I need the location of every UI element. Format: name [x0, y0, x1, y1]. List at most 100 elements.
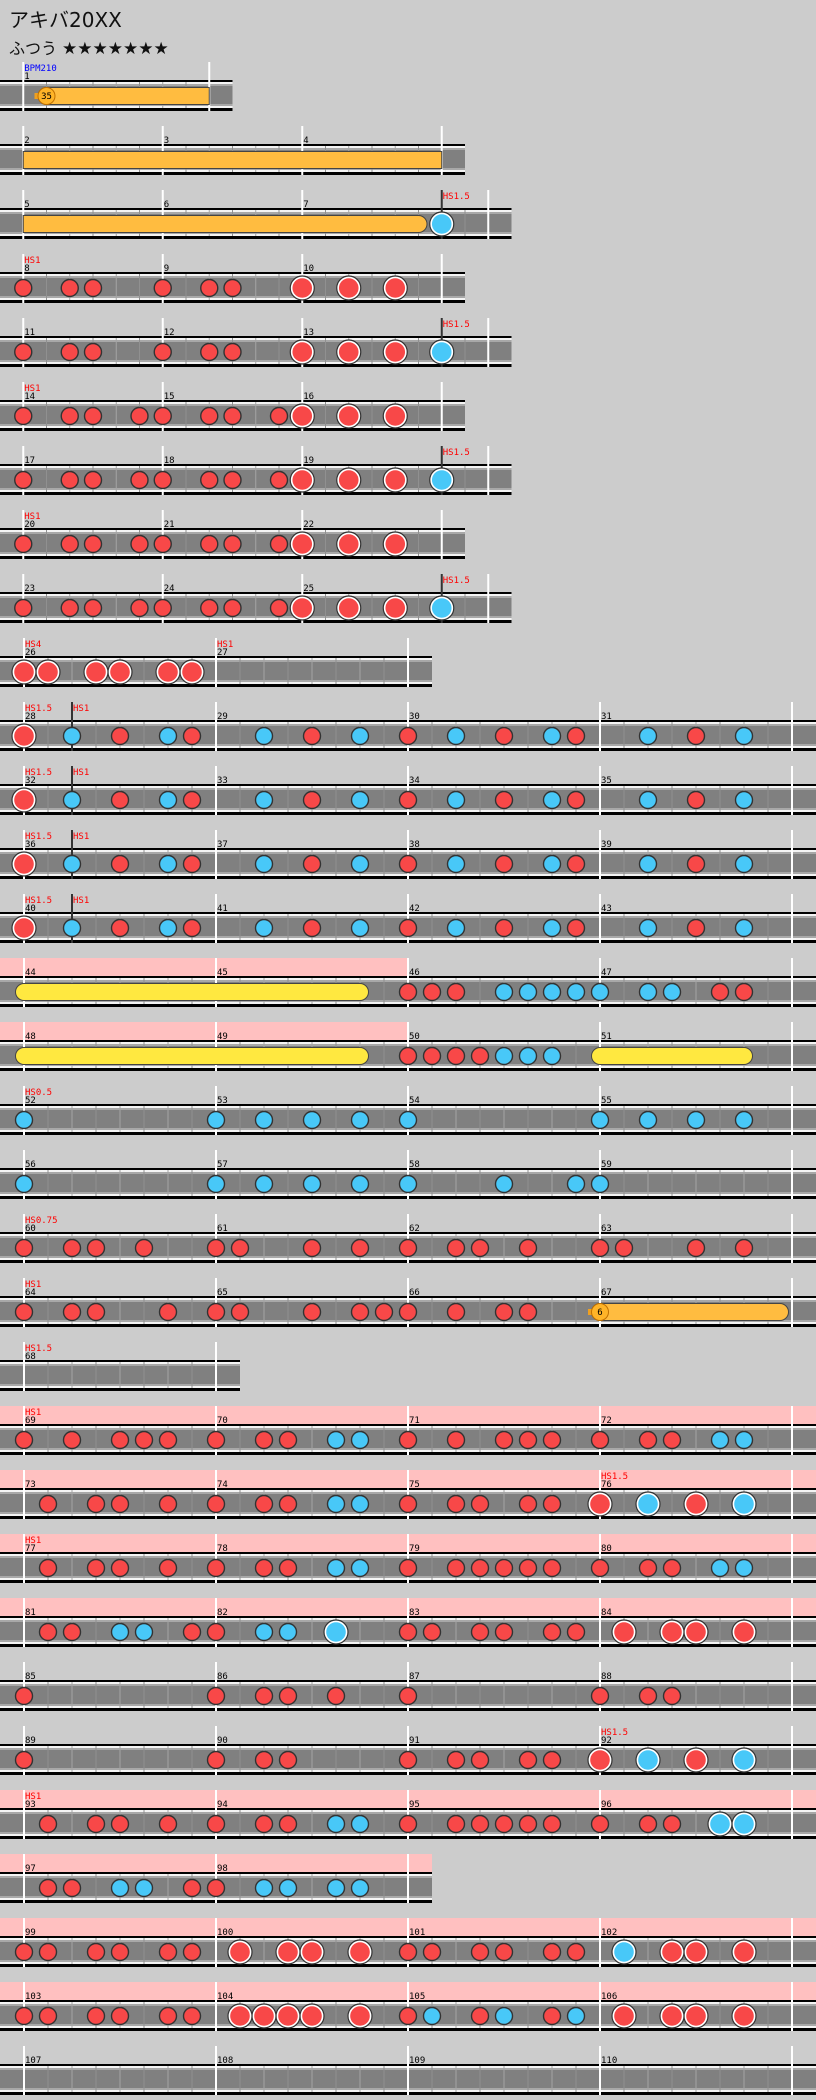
don-note	[110, 918, 130, 938]
barline	[23, 1278, 25, 1327]
beat-line	[239, 1426, 241, 1452]
ka-note	[734, 726, 754, 746]
barline	[23, 1406, 25, 1455]
beat-line	[335, 1106, 337, 1132]
big-ka-note-face	[734, 1494, 754, 1514]
don-note	[518, 1558, 538, 1578]
don-note	[38, 2006, 58, 2026]
ka-note	[590, 1174, 610, 1194]
don-note	[686, 918, 706, 938]
don-note	[422, 1942, 442, 1962]
measure-number: 64	[25, 1288, 36, 1298]
barline	[599, 1534, 601, 1583]
big-don-note-face	[292, 534, 313, 554]
beat-line	[431, 1234, 433, 1260]
don-note	[223, 470, 242, 490]
measure-number: 39	[601, 840, 612, 850]
big-don-note-face	[292, 598, 313, 618]
scroll-speed-label: HS1.5	[25, 704, 52, 714]
barline	[215, 1982, 217, 2031]
scroll-speed-label: HS1	[217, 640, 233, 650]
beat-line	[239, 1874, 241, 1900]
barline	[161, 254, 164, 303]
beat-line	[143, 1938, 145, 1964]
don-note	[14, 1750, 34, 1770]
big-ka-note-face	[431, 470, 452, 490]
don-note	[686, 1238, 706, 1258]
don-note	[14, 534, 33, 554]
measure-number: 11	[24, 328, 35, 338]
beat-line	[95, 1682, 97, 1708]
beat-line	[191, 1362, 193, 1388]
don-note	[83, 406, 103, 426]
beat-line	[383, 1426, 385, 1452]
ka-note	[254, 854, 274, 874]
beat-line	[418, 530, 419, 556]
big-don-note-face	[686, 1942, 706, 1962]
big-don-note-face	[734, 1622, 754, 1642]
measure-number: 20	[24, 520, 35, 530]
beat-line	[418, 274, 419, 300]
don-note	[446, 1494, 466, 1514]
ka-note	[350, 918, 370, 938]
measure-number: 89	[25, 1736, 36, 1746]
don-note	[269, 470, 289, 490]
don-note	[14, 470, 33, 490]
don-note	[182, 790, 202, 810]
star-rating: ★★★★★★★	[62, 39, 169, 59]
beat-line	[743, 2066, 745, 2092]
beat-line	[383, 1042, 385, 1068]
big-ka-note-face	[431, 598, 452, 618]
beat-line	[359, 1682, 361, 1708]
beat-line	[255, 274, 257, 300]
barline	[407, 638, 409, 687]
beat-line	[695, 1810, 697, 1836]
ka-note	[158, 790, 178, 810]
ka-note	[326, 1814, 346, 1834]
beat-line	[431, 914, 433, 940]
barline	[215, 638, 217, 687]
don-note	[269, 534, 289, 554]
don-note	[566, 790, 586, 810]
don-note	[200, 470, 219, 490]
gogo-band	[0, 1918, 216, 1936]
barline	[215, 1342, 217, 1391]
barline	[215, 1598, 217, 1647]
beat-line	[431, 1426, 433, 1452]
beat-line	[191, 1170, 193, 1196]
ka-note	[638, 1110, 658, 1130]
don-note	[470, 1238, 490, 1258]
beat-line	[455, 2066, 457, 2092]
ka-note	[14, 1174, 34, 1194]
don-note	[62, 1238, 82, 1258]
beat-line	[695, 1682, 697, 1708]
ka-note	[350, 1494, 370, 1514]
beat-line	[47, 1426, 49, 1452]
ka-note	[326, 1494, 346, 1514]
barline	[23, 1342, 25, 1391]
measure-number: 28	[25, 712, 36, 722]
don-note	[110, 854, 130, 874]
measure-number: 59	[601, 1160, 612, 1170]
don-note	[446, 1302, 466, 1322]
don-note	[398, 1750, 418, 1770]
beat-line	[167, 1170, 169, 1196]
gogo-band	[408, 1918, 600, 1936]
beat-line	[255, 466, 257, 492]
scroll-speed-label: HS1	[25, 1792, 41, 1802]
beat-line	[551, 1682, 553, 1708]
beat-line	[383, 1170, 385, 1196]
gogo-band	[0, 1534, 216, 1552]
beat-line	[167, 1362, 169, 1388]
chart-row: 81 82 83 84	[0, 1598, 816, 1647]
measure-number: 70	[217, 1416, 228, 1426]
don-note	[278, 1686, 298, 1706]
don-note	[350, 1238, 370, 1258]
beat-line	[623, 850, 625, 876]
beat-line	[719, 914, 721, 940]
don-note	[398, 1302, 418, 1322]
ka-note	[254, 1878, 274, 1898]
measure-number: 106	[601, 1992, 617, 2002]
